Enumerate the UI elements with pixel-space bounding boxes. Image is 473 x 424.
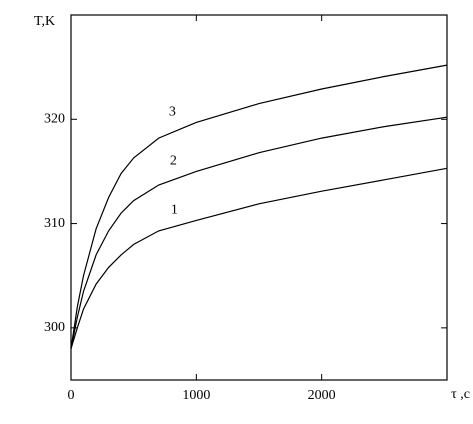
curve-label: 3	[169, 105, 176, 120]
series-line	[70, 116, 448, 349]
x-axis-label: τ ,c	[451, 387, 470, 402]
x-tick-label: 1000	[182, 388, 210, 403]
x-tick-label: 2000	[308, 388, 336, 403]
series-line	[70, 167, 448, 349]
y-tick-label: 320	[44, 112, 65, 127]
y-axis-label: T,K	[34, 14, 55, 29]
curve-label: 2	[170, 154, 177, 169]
y-tick-label: 300	[44, 320, 65, 335]
plot-frame	[70, 14, 448, 381]
y-tick-label: 310	[44, 216, 65, 231]
series-line	[70, 64, 448, 349]
x-tick-label: 0	[68, 388, 75, 403]
curve-label: 1	[171, 203, 178, 218]
